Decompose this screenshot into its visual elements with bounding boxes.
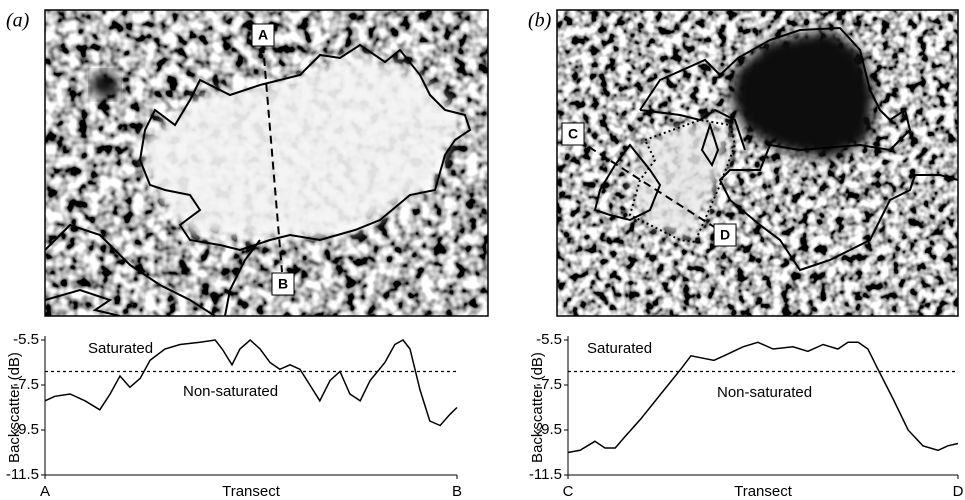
x-tick-label: C <box>563 483 574 500</box>
x-tick-label: A <box>40 483 50 500</box>
y-tick-label: -11.5 <box>529 466 562 483</box>
y-tick-label: -9.5 <box>536 421 562 438</box>
image-marker: B <box>278 276 288 292</box>
marker-box <box>271 272 295 296</box>
marker-box <box>713 223 737 247</box>
y-tick-label: -7.5 <box>536 376 562 393</box>
image-marker: C <box>568 126 578 142</box>
annotation: Saturated <box>587 340 652 357</box>
annotation: Non-saturated <box>183 383 278 400</box>
x-axis-label: Transect <box>222 483 281 500</box>
y-tick-label: -9.5 <box>13 421 39 438</box>
data-line <box>567 341 959 454</box>
x-tick-label: D <box>953 483 964 500</box>
x-tick-label: B <box>452 483 462 500</box>
panel-label: (a) <box>6 10 30 32</box>
marker-box <box>251 23 275 47</box>
radar-image-a <box>45 10 488 316</box>
y-tick-label: -11.5 <box>6 466 39 483</box>
annotation: Non-saturated <box>717 384 812 401</box>
image-marker: D <box>720 227 730 243</box>
y-axis-label: Backscatter (dB) <box>6 352 23 463</box>
annotation: Saturated <box>88 340 153 357</box>
y-axis-label: Backscatter (dB) <box>529 352 546 463</box>
y-tick-label: -5.5 <box>13 331 39 348</box>
image-marker: A <box>258 27 268 43</box>
image-frame <box>44 9 489 317</box>
radar-image-b <box>557 10 958 316</box>
panel-label: (b) <box>528 10 552 32</box>
marker-box <box>561 122 585 146</box>
x-axis-label: Transect <box>734 483 793 500</box>
data-line <box>44 338 458 427</box>
y-tick-label: -7.5 <box>13 376 39 393</box>
image-frame <box>556 9 959 317</box>
y-tick-label: -5.5 <box>536 331 562 348</box>
